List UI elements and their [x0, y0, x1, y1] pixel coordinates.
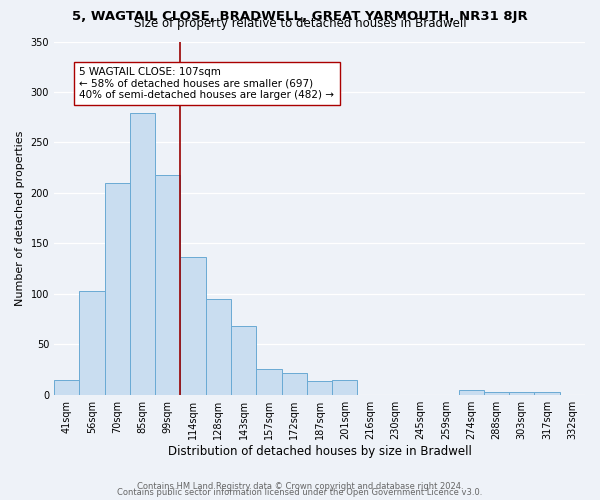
Text: Contains HM Land Registry data © Crown copyright and database right 2024.: Contains HM Land Registry data © Crown c…: [137, 482, 463, 491]
Bar: [509, 392, 535, 394]
Text: Contains public sector information licensed under the Open Government Licence v3: Contains public sector information licen…: [118, 488, 482, 497]
Bar: [281, 372, 307, 394]
Bar: [458, 390, 484, 394]
Bar: [181, 258, 206, 394]
Y-axis label: Number of detached properties: Number of detached properties: [15, 130, 25, 306]
Text: 5 WAGTAIL CLOSE: 107sqm
← 58% of detached houses are smaller (697)
40% of semi-d: 5 WAGTAIL CLOSE: 107sqm ← 58% of detache…: [79, 66, 334, 100]
X-axis label: Distribution of detached houses by size in Bradwell: Distribution of detached houses by size …: [167, 444, 472, 458]
Bar: [307, 380, 332, 394]
Bar: [535, 392, 560, 394]
Text: 5, WAGTAIL CLOSE, BRADWELL, GREAT YARMOUTH, NR31 8JR: 5, WAGTAIL CLOSE, BRADWELL, GREAT YARMOU…: [72, 10, 528, 23]
Bar: [231, 326, 256, 394]
Bar: [206, 299, 231, 394]
Bar: [332, 380, 358, 394]
Bar: [155, 174, 181, 394]
Bar: [256, 370, 281, 394]
Bar: [484, 392, 509, 394]
Bar: [79, 291, 104, 395]
Bar: [54, 380, 79, 394]
Bar: [130, 113, 155, 394]
Bar: [104, 183, 130, 394]
Text: Size of property relative to detached houses in Bradwell: Size of property relative to detached ho…: [134, 18, 466, 30]
